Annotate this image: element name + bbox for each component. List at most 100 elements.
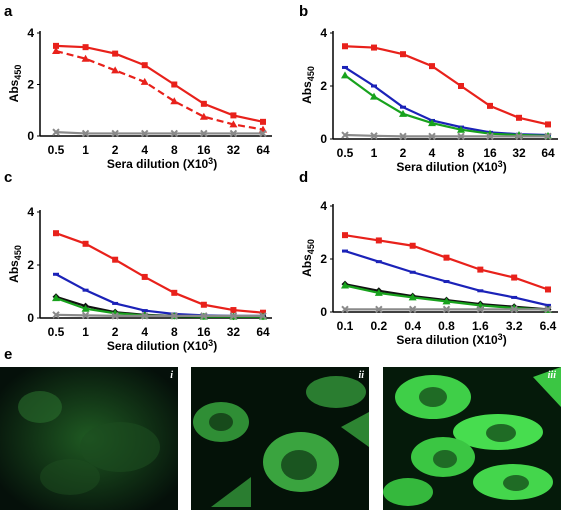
data-point <box>141 62 148 69</box>
x-tick-label: 16 <box>483 146 497 160</box>
x-tick-label: 32 <box>227 325 241 339</box>
x-tick-label: 0.4 <box>404 319 421 333</box>
x-axis-label: Sera dilution (X103) <box>396 159 506 174</box>
x-tick-label: 8 <box>458 146 465 160</box>
data-point <box>82 288 89 292</box>
data-point <box>200 312 208 320</box>
y-tick-label: 4 <box>320 26 327 40</box>
micrograph-label: iii <box>547 370 556 381</box>
data-point <box>515 132 523 141</box>
data-point <box>457 125 465 133</box>
data-point <box>52 47 60 55</box>
data-point <box>259 312 267 320</box>
data-point <box>400 105 406 109</box>
data-point <box>428 132 436 141</box>
micrograph-label: ii <box>358 370 364 381</box>
micrograph-i-image <box>0 367 178 510</box>
data-point <box>140 77 149 85</box>
x-tick-label: 4 <box>141 325 148 339</box>
y-tick-label: 0 <box>27 129 34 143</box>
data-point <box>399 109 407 117</box>
y-tick-label: 2 <box>27 78 34 92</box>
data-point <box>442 305 451 314</box>
data-point <box>111 129 119 138</box>
chart-panel-a: a 0 2 4 0.5 1 2 4 8 16 32 64 Sera dilution (X103) Abs… <box>4 3 272 171</box>
panel-label-c: c <box>4 169 12 186</box>
y-tick-label: 4 <box>27 26 34 40</box>
data-point <box>141 273 148 280</box>
series-gray <box>341 131 552 141</box>
series-red <box>342 43 551 128</box>
data-point <box>341 131 349 139</box>
data-point <box>375 260 382 264</box>
data-point <box>477 289 484 293</box>
axis-label: Abs450 <box>300 239 316 277</box>
data-point <box>476 305 485 314</box>
series-blue <box>342 249 551 307</box>
data-point <box>200 301 207 308</box>
data-point <box>486 132 494 141</box>
data-point <box>544 305 552 314</box>
x-tick-label: 32 <box>227 143 241 157</box>
data-point <box>82 240 89 247</box>
x-tick-label: 8 <box>171 325 178 339</box>
series-line <box>55 313 263 317</box>
figure-canvas: a 0 2 4 0.5 1 2 4 8 16 32 64 Sera dilution (X103) Abs… <box>4 3 558 353</box>
x-tick-label: 2 <box>400 146 407 160</box>
data-point <box>199 112 208 120</box>
x-tick-label: 4 <box>141 143 148 157</box>
data-point <box>458 83 464 89</box>
panel-label-e: e <box>4 346 13 363</box>
data-point <box>457 132 465 141</box>
data-point <box>545 303 551 307</box>
data-point <box>428 119 436 127</box>
data-point <box>52 128 60 136</box>
x-tick-label: 8 <box>171 143 178 157</box>
chart-panel-c: c 0 2 4 0.5 1 2 4 8 16 32 64 Sera dilution (X103) Abs… <box>4 169 272 353</box>
data-point <box>170 129 178 138</box>
data-point <box>112 50 119 57</box>
panel-label-a: a <box>4 3 13 20</box>
y-tick-label: 2 <box>320 79 327 93</box>
data-point <box>171 289 178 296</box>
data-point <box>82 44 89 51</box>
x-tick-label: 0.2 <box>370 319 387 333</box>
data-point <box>52 294 60 302</box>
data-point <box>487 102 493 109</box>
data-point <box>259 129 267 138</box>
data-point <box>545 121 551 128</box>
axis-label: Abs450 <box>7 65 23 103</box>
data-point <box>400 51 406 58</box>
x-tick-label: 64 <box>256 325 270 339</box>
data-point <box>200 100 207 107</box>
x-axis-label: Sera dilution (X103) <box>107 338 217 353</box>
micrograph-label: i <box>170 370 173 381</box>
data-point <box>141 309 148 313</box>
y-tick-label: 0 <box>320 305 327 319</box>
y-tick-label: 4 <box>27 205 34 219</box>
data-point <box>341 71 349 79</box>
micrograph-ii: ii <box>191 367 369 510</box>
chart-panel-b: b 0 2 4 0.5 1 2 4 8 16 32 64 Sera dilution (X103) Abs… <box>299 3 558 174</box>
data-point <box>370 92 378 100</box>
data-point <box>81 304 90 312</box>
x-tick-label: 0.5 <box>337 146 354 160</box>
data-point <box>230 112 237 119</box>
x-tick-label: 16 <box>197 325 211 339</box>
micrograph-iii-image <box>383 367 561 510</box>
data-point <box>443 254 450 261</box>
data-point <box>229 129 238 138</box>
x-tick-label: 6.4 <box>540 319 557 333</box>
data-point <box>141 312 149 320</box>
data-point <box>200 129 208 138</box>
series-line <box>55 44 264 123</box>
x-tick-label: 32 <box>512 146 526 160</box>
data-point <box>170 312 178 320</box>
data-point <box>229 312 238 320</box>
data-point <box>375 305 383 314</box>
micrograph-ii-image <box>191 367 369 510</box>
data-point <box>52 311 60 319</box>
series-line <box>55 232 264 314</box>
data-point <box>375 237 382 244</box>
x-tick-label: 0.5 <box>48 143 65 157</box>
